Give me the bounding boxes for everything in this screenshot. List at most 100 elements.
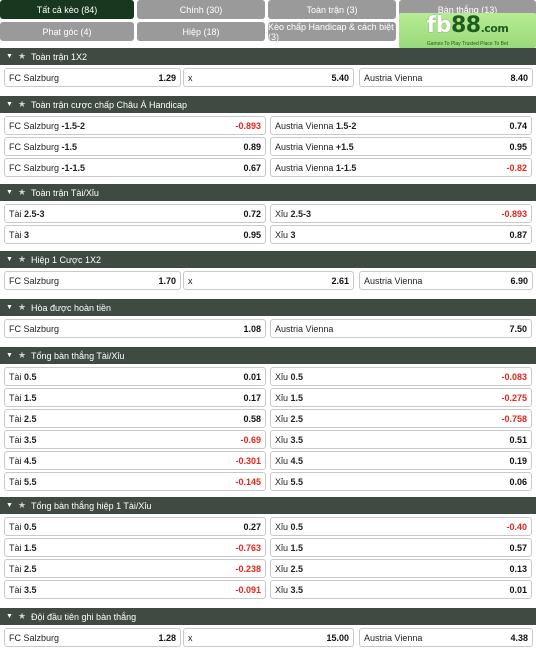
section-header[interactable]: ▼ ★ Toàn trận cược chấp Châu Á Handicap [0,96,536,113]
caret-down-icon[interactable]: ▼ [6,502,13,509]
section-header[interactable]: ▼ ★ Đội đầu tiên ghi bàn thắng [0,608,536,625]
odds-value: -0.69 [240,434,261,445]
odds-value: -0.763 [235,542,261,553]
fb88-logo[interactable]: fb88.com Games To Play Trusted Place To … [399,13,536,48]
odds-cell[interactable]: x 15.00 [183,628,354,647]
odds-cell[interactable]: Tài 3.5 -0.091 [4,580,266,599]
section-header[interactable]: ▼ ★ Hiệp 1 Cược 1X2 [0,251,536,268]
odds-cell[interactable]: Tài 2.5 0.58 [4,409,266,428]
odds-cell[interactable]: Xỉu 0.5 -0.083 [270,367,532,386]
section-header[interactable]: ▼ ★ Hòa được hoàn tiền [0,299,536,316]
odds-cell[interactable]: FC Salzburg 1.08 [4,319,266,338]
star-icon[interactable]: ★ [17,302,27,312]
handicap-line: -1.5-2 [61,120,86,131]
odds-value: 0.67 [243,162,261,173]
selection-name: Xỉu [275,229,289,240]
selection-name: Xỉu [275,542,289,553]
star-icon[interactable]: ★ [17,500,27,510]
odds-cell[interactable]: Austria Vienna 1-1.5 -0.82 [270,158,532,177]
star-icon[interactable]: ★ [17,254,27,264]
handicap-line: 3.5 [290,434,304,445]
odds-cell[interactable]: Austria Vienna 6.90 [359,271,533,290]
selection-name: x [188,632,193,643]
odds-cell[interactable]: Tài 0.5 0.27 [4,517,266,536]
star-icon[interactable]: ★ [17,611,27,621]
star-icon[interactable]: ★ [17,51,27,61]
odds-cell[interactable]: Tài 5.5 -0.145 [4,472,266,491]
odds-cell[interactable]: Tài 3.5 -0.69 [4,430,266,449]
odds-cell[interactable]: Xỉu 1.5 -0.275 [270,388,532,407]
odds-cell[interactable]: Xỉu 3 0.87 [270,225,532,244]
odds-cell[interactable]: Xỉu 1.5 0.57 [270,538,532,557]
selection-label: Tài 5.5 [9,477,37,487]
selection-label: Xỉu 2.5-3 [275,209,311,219]
section-title: Toàn trận Tài/Xỉu [31,187,99,198]
odds-cell[interactable]: Tài 0.5 0.01 [4,367,266,386]
tab-corners[interactable]: Phạt góc (4) [0,22,134,41]
odds-cell[interactable]: FC Salzburg 1.70 [4,271,181,290]
odds-cell[interactable]: Xỉu 4.5 0.19 [270,451,532,470]
odds-cell[interactable]: x 5.40 [183,68,354,87]
odds-value: -0.40 [506,521,527,532]
odds-cell[interactable]: x 2.61 [183,271,354,290]
selection-name: Xỉu [275,371,289,382]
odds-cell[interactable]: FC Salzburg 1.28 [4,628,181,647]
odds-cell[interactable]: Austria Vienna 1.5-2 0.74 [270,116,532,135]
odds-cell[interactable]: Austria Vienna 4.38 [359,628,533,647]
tab-full-match[interactable]: Toàn trận (3) [268,0,396,19]
selection-name: Xỉu [275,584,289,595]
section-header[interactable]: ▼ ★ Tổng bàn thắng hiệp 1 Tài/Xỉu [0,497,536,514]
selection-name: FC Salzburg [9,120,60,131]
selection-name: FC Salzburg [9,141,60,152]
section-header[interactable]: ▼ ★ Tổng bàn thắng Tài/Xỉu [0,347,536,364]
odds-cell[interactable]: FC Salzburg -1.5-2 -0.893 [4,116,266,135]
section-header[interactable]: ▼ ★ Toàn trận 1X2 [0,48,536,65]
odds-cell[interactable]: Xỉu 0.5 -0.40 [270,517,532,536]
odds-cell[interactable]: Tài 2.5 -0.238 [4,559,266,578]
tab-all-markets[interactable]: Tất cả kèo (84) [0,0,134,19]
odds-cell[interactable]: Xỉu 2.5-3 -0.893 [270,204,532,223]
odds-cell[interactable]: FC Salzburg 1.29 [4,68,181,87]
caret-down-icon[interactable]: ▼ [6,352,13,359]
odds-cell[interactable]: Austria Vienna 8.40 [359,68,533,87]
selection-name: Tài [9,434,22,445]
odds-cell[interactable]: Tài 1.5 -0.763 [4,538,266,557]
selection-name: FC Salzburg [9,162,60,173]
selection-label: x [188,73,193,83]
tab-half[interactable]: Hiệp (18) [137,22,265,41]
odds-cell[interactable]: Xỉu 3.5 0.51 [270,430,532,449]
caret-down-icon[interactable]: ▼ [6,101,13,108]
odds-value: -0.82 [506,162,527,173]
odds-cell[interactable]: Austria Vienna 7.50 [270,319,532,338]
star-icon[interactable]: ★ [17,187,27,197]
selection-label: Xỉu 5.5 [275,477,303,487]
handicap-line: -1-1.5 [61,162,86,173]
odds-cell[interactable]: Xỉu 2.5 -0.758 [270,409,532,428]
star-icon[interactable]: ★ [17,99,27,109]
tab-handicap-margin[interactable]: Kèo chấp Handicap & cách biệt (3) [268,22,396,42]
odds-cell[interactable]: Xỉu 3.5 0.01 [270,580,532,599]
odds-cell[interactable]: Xỉu 5.5 0.06 [270,472,532,491]
odds-cell[interactable]: Tài 4.5 -0.301 [4,451,266,470]
odds-value: 0.89 [243,141,261,152]
star-icon[interactable]: ★ [17,350,27,360]
odds-cell[interactable]: Tài 1.5 0.17 [4,388,266,407]
market-section: ▼ ★ Tổng bàn thắng hiệp 1 Tài/Xỉu Tài 0.5 0.… [0,497,536,599]
odds-cell[interactable]: Tài 3 0.95 [4,225,266,244]
caret-down-icon[interactable]: ▼ [6,189,13,196]
odds-cell[interactable]: FC Salzburg -1-1.5 0.67 [4,158,266,177]
caret-down-icon[interactable]: ▼ [6,304,13,311]
odds-cell[interactable]: FC Salzburg -1.5 0.89 [4,137,266,156]
odds-cell[interactable]: Tài 2.5-3 0.72 [4,204,266,223]
odds-value: 0.74 [509,120,527,131]
caret-down-icon[interactable]: ▼ [6,613,13,620]
logo-com: .com [480,21,509,35]
caret-down-icon[interactable]: ▼ [6,53,13,60]
section-header[interactable]: ▼ ★ Toàn trận Tài/Xỉu [0,184,536,201]
tab-main[interactable]: Chính (30) [137,0,265,19]
odds-row: FC Salzburg -1-1.5 0.67 Austria Vienna 1-1… [0,158,536,177]
odds-value: -0.301 [235,455,261,466]
odds-cell[interactable]: Xỉu 2.5 0.13 [270,559,532,578]
odds-cell[interactable]: Austria Vienna +1.5 0.95 [270,137,532,156]
caret-down-icon[interactable]: ▼ [6,256,13,263]
